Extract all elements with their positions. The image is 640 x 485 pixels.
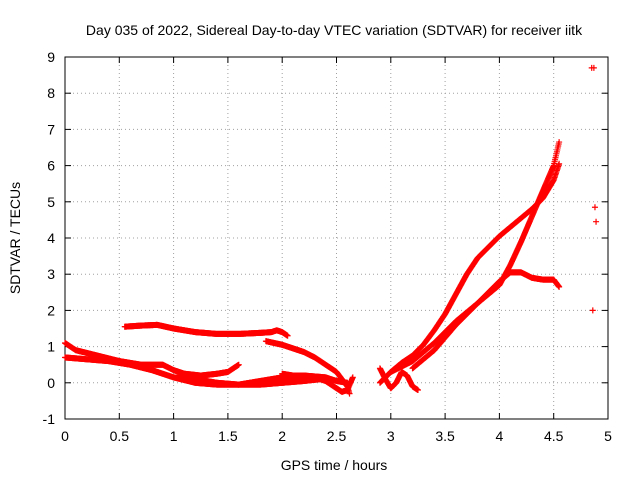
x-tick-label: 2.5 (327, 428, 347, 444)
x-tick-label: 3.5 (435, 428, 455, 444)
y-tick-label: 1 (47, 339, 55, 355)
data-point (556, 139, 563, 146)
data-point (317, 376, 324, 383)
x-tick-label: 2 (278, 428, 286, 444)
x-tick-label: 1.5 (218, 428, 238, 444)
y-tick-label: 9 (47, 49, 55, 65)
y-tick-label: -1 (43, 411, 56, 427)
data-point (589, 307, 596, 314)
x-tick-label: 4.5 (544, 428, 564, 444)
y-tick-label: 5 (47, 194, 55, 210)
series-track-4 (262, 338, 353, 397)
data-point (591, 204, 598, 211)
y-tick-label: 0 (47, 375, 55, 391)
x-axis-label: GPS time / hours (281, 457, 388, 473)
x-tick-label: 5 (604, 428, 612, 444)
x-tick-label: 0 (61, 428, 69, 444)
y-tick-label: 8 (47, 85, 55, 101)
series-track-9 (387, 139, 563, 375)
data-points (62, 64, 600, 397)
series-outliers (588, 64, 600, 314)
x-tick-label: 4 (496, 428, 504, 444)
data-point (593, 218, 600, 225)
x-tick-label: 3 (387, 428, 395, 444)
data-point (590, 64, 597, 71)
data-point (414, 387, 421, 394)
axis-ticks: 0 0.5 1 1.5 2 2.5 3 3.5 4 4.5 5 -1 0 1 2 3 4 5 6 7 8 9 (43, 49, 613, 444)
y-tick-label: 6 (47, 158, 55, 174)
data-point (556, 283, 563, 290)
series-track-8 (376, 160, 563, 386)
y-tick-label: 4 (47, 230, 55, 246)
data-point (235, 361, 242, 368)
series-track-3 (121, 321, 291, 339)
data-point (349, 374, 356, 381)
y-axis-label: SDTVAR / TECUs (7, 182, 23, 294)
x-tick-label: 0.5 (110, 428, 130, 444)
data-point (346, 390, 353, 397)
y-tick-label: 3 (47, 266, 55, 282)
chart-title: Day 035 of 2022, Sidereal Day-to-day VTE… (86, 22, 583, 38)
data-point (284, 332, 291, 339)
series-track-10 (409, 269, 563, 372)
series-track-6 (170, 374, 324, 388)
y-tick-label: 2 (47, 302, 55, 318)
x-tick-label: 1 (170, 428, 178, 444)
y-tick-label: 7 (47, 121, 55, 137)
